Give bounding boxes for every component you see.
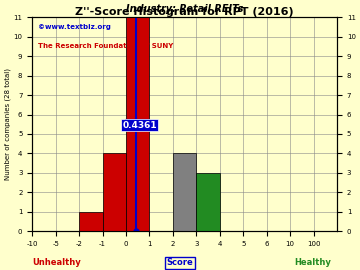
Bar bbox=[126, 17, 149, 231]
Title: Z''-Score Histogram for RPT (2016): Z''-Score Histogram for RPT (2016) bbox=[75, 6, 294, 16]
Text: The Research Foundation of SUNY: The Research Foundation of SUNY bbox=[38, 43, 174, 49]
Text: Healthy: Healthy bbox=[294, 258, 331, 267]
Bar bbox=[103, 153, 126, 231]
Text: Industry: Retail REITs: Industry: Retail REITs bbox=[126, 4, 243, 14]
Bar bbox=[196, 173, 220, 231]
Text: ©www.textbiz.org: ©www.textbiz.org bbox=[38, 24, 111, 30]
Bar bbox=[173, 153, 196, 231]
Text: 0.4361: 0.4361 bbox=[122, 121, 157, 130]
Y-axis label: Number of companies (28 total): Number of companies (28 total) bbox=[4, 68, 11, 180]
Text: Score: Score bbox=[167, 258, 193, 267]
Bar bbox=[79, 212, 103, 231]
Text: Unhealthy: Unhealthy bbox=[32, 258, 81, 267]
